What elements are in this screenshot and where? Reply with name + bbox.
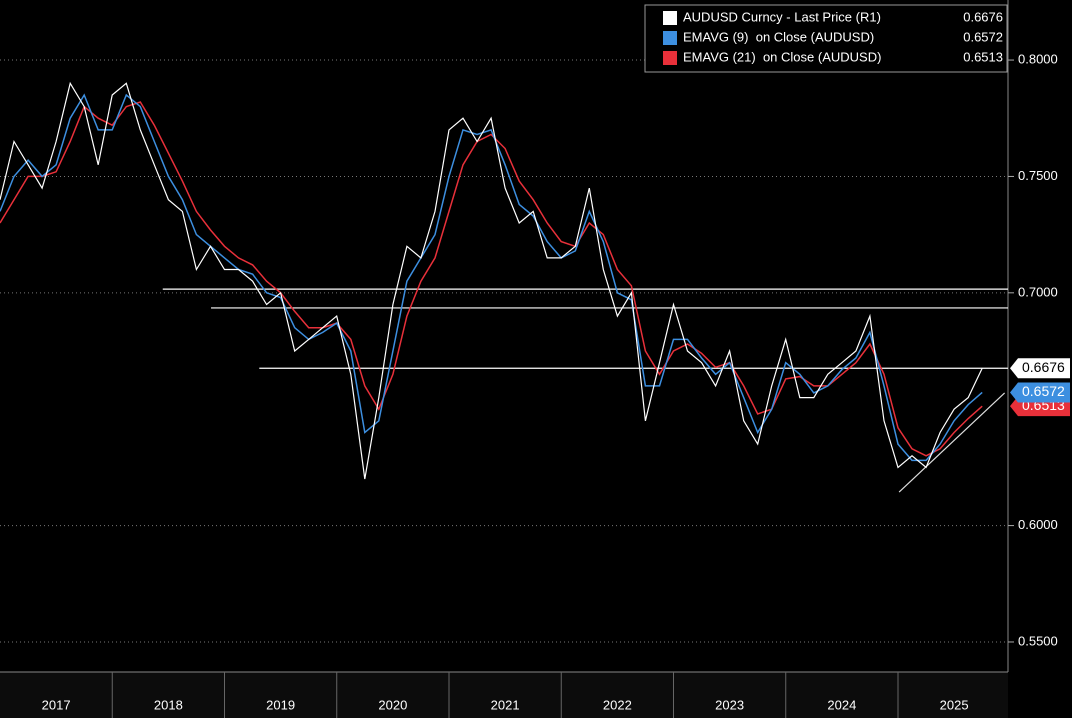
price-tag-label: 0.6572 — [1022, 383, 1065, 399]
legend-swatch — [663, 31, 677, 45]
legend-label: AUDUSD Curncy - Last Price (R1) — [683, 9, 881, 24]
x-tick-label: 2025 — [940, 697, 969, 712]
y-tick-label: 0.5500 — [1018, 633, 1058, 648]
legend-label: EMAVG (9) on Close (AUDUSD) — [683, 29, 874, 44]
y-tick-label: 0.7500 — [1018, 168, 1058, 183]
legend-box — [644, 4, 1008, 73]
price-tag-label: 0.6676 — [1022, 359, 1065, 375]
legend-value: 0.6572 — [963, 29, 1003, 44]
series-line — [0, 101, 983, 457]
series-line — [0, 81, 983, 480]
x-axis-band — [0, 672, 1008, 718]
x-tick-label: 2024 — [827, 697, 856, 712]
legend-label: EMAVG (21) on Close (AUDUSD) — [683, 49, 881, 64]
x-tick-label: 2022 — [603, 697, 632, 712]
x-tick-label: 2023 — [715, 697, 744, 712]
price-tag — [1010, 358, 1070, 379]
legend-swatch — [663, 11, 677, 25]
y-tick-label: 0.6000 — [1018, 517, 1058, 532]
trend-line — [898, 392, 1006, 493]
legend-value: 0.6513 — [963, 49, 1003, 64]
legend-value: 0.6676 — [963, 9, 1003, 24]
x-tick-label: 2018 — [154, 697, 183, 712]
x-tick-label: 2020 — [378, 697, 407, 712]
y-tick-label: 0.8000 — [1018, 51, 1058, 66]
price-tag — [1010, 382, 1070, 403]
x-tick-label: 2021 — [491, 697, 520, 712]
legend-swatch — [663, 51, 677, 65]
x-tick-label: 2017 — [42, 697, 71, 712]
x-tick-label: 2019 — [266, 697, 295, 712]
y-tick-label: 0.7000 — [1018, 284, 1058, 299]
